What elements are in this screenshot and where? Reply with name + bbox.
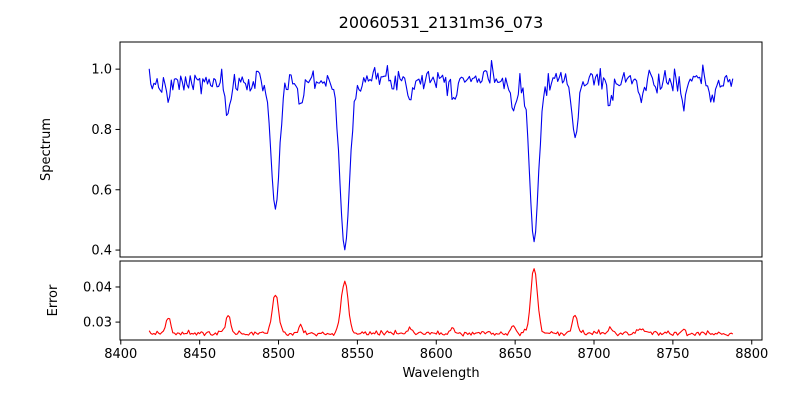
x-tick-label: 8650 xyxy=(499,347,532,362)
x-tick-label: 8700 xyxy=(577,347,610,362)
error-panel-spines xyxy=(119,260,763,341)
y-tick-label: 0.8 xyxy=(91,123,112,138)
y-tick-label: 0.6 xyxy=(91,183,112,198)
y-tick-label: 0.04 xyxy=(83,280,112,295)
x-tick-label: 8800 xyxy=(735,347,768,362)
x-axis-label: Wavelength xyxy=(402,366,479,381)
y-tick-label: 0.4 xyxy=(91,244,112,259)
plot-area: 0.4 0.6 0.8 1.0 0.03 0.04 8400 8450 8500 8550 8600… xyxy=(83,41,768,362)
y-tick-label: 1.0 xyxy=(91,63,112,78)
x-tick-label: 8600 xyxy=(420,347,453,362)
x-tick-label: 8550 xyxy=(341,347,374,362)
spectrum-line xyxy=(148,59,734,251)
y-axis-label-spectrum: Spectrum xyxy=(39,118,54,181)
chart-title: 20060531_2131m36_073 xyxy=(339,13,544,33)
x-tick-label: 8500 xyxy=(262,347,295,362)
y-tick-label: 0.03 xyxy=(83,316,112,331)
x-tick-label: 8750 xyxy=(656,347,689,362)
y-axis-label-error: Error xyxy=(46,284,61,316)
x-tick-label: 8400 xyxy=(104,347,137,362)
x-tick-label: 8450 xyxy=(183,347,216,362)
spectrum-panel-spines xyxy=(119,41,763,258)
error-line xyxy=(148,268,734,337)
